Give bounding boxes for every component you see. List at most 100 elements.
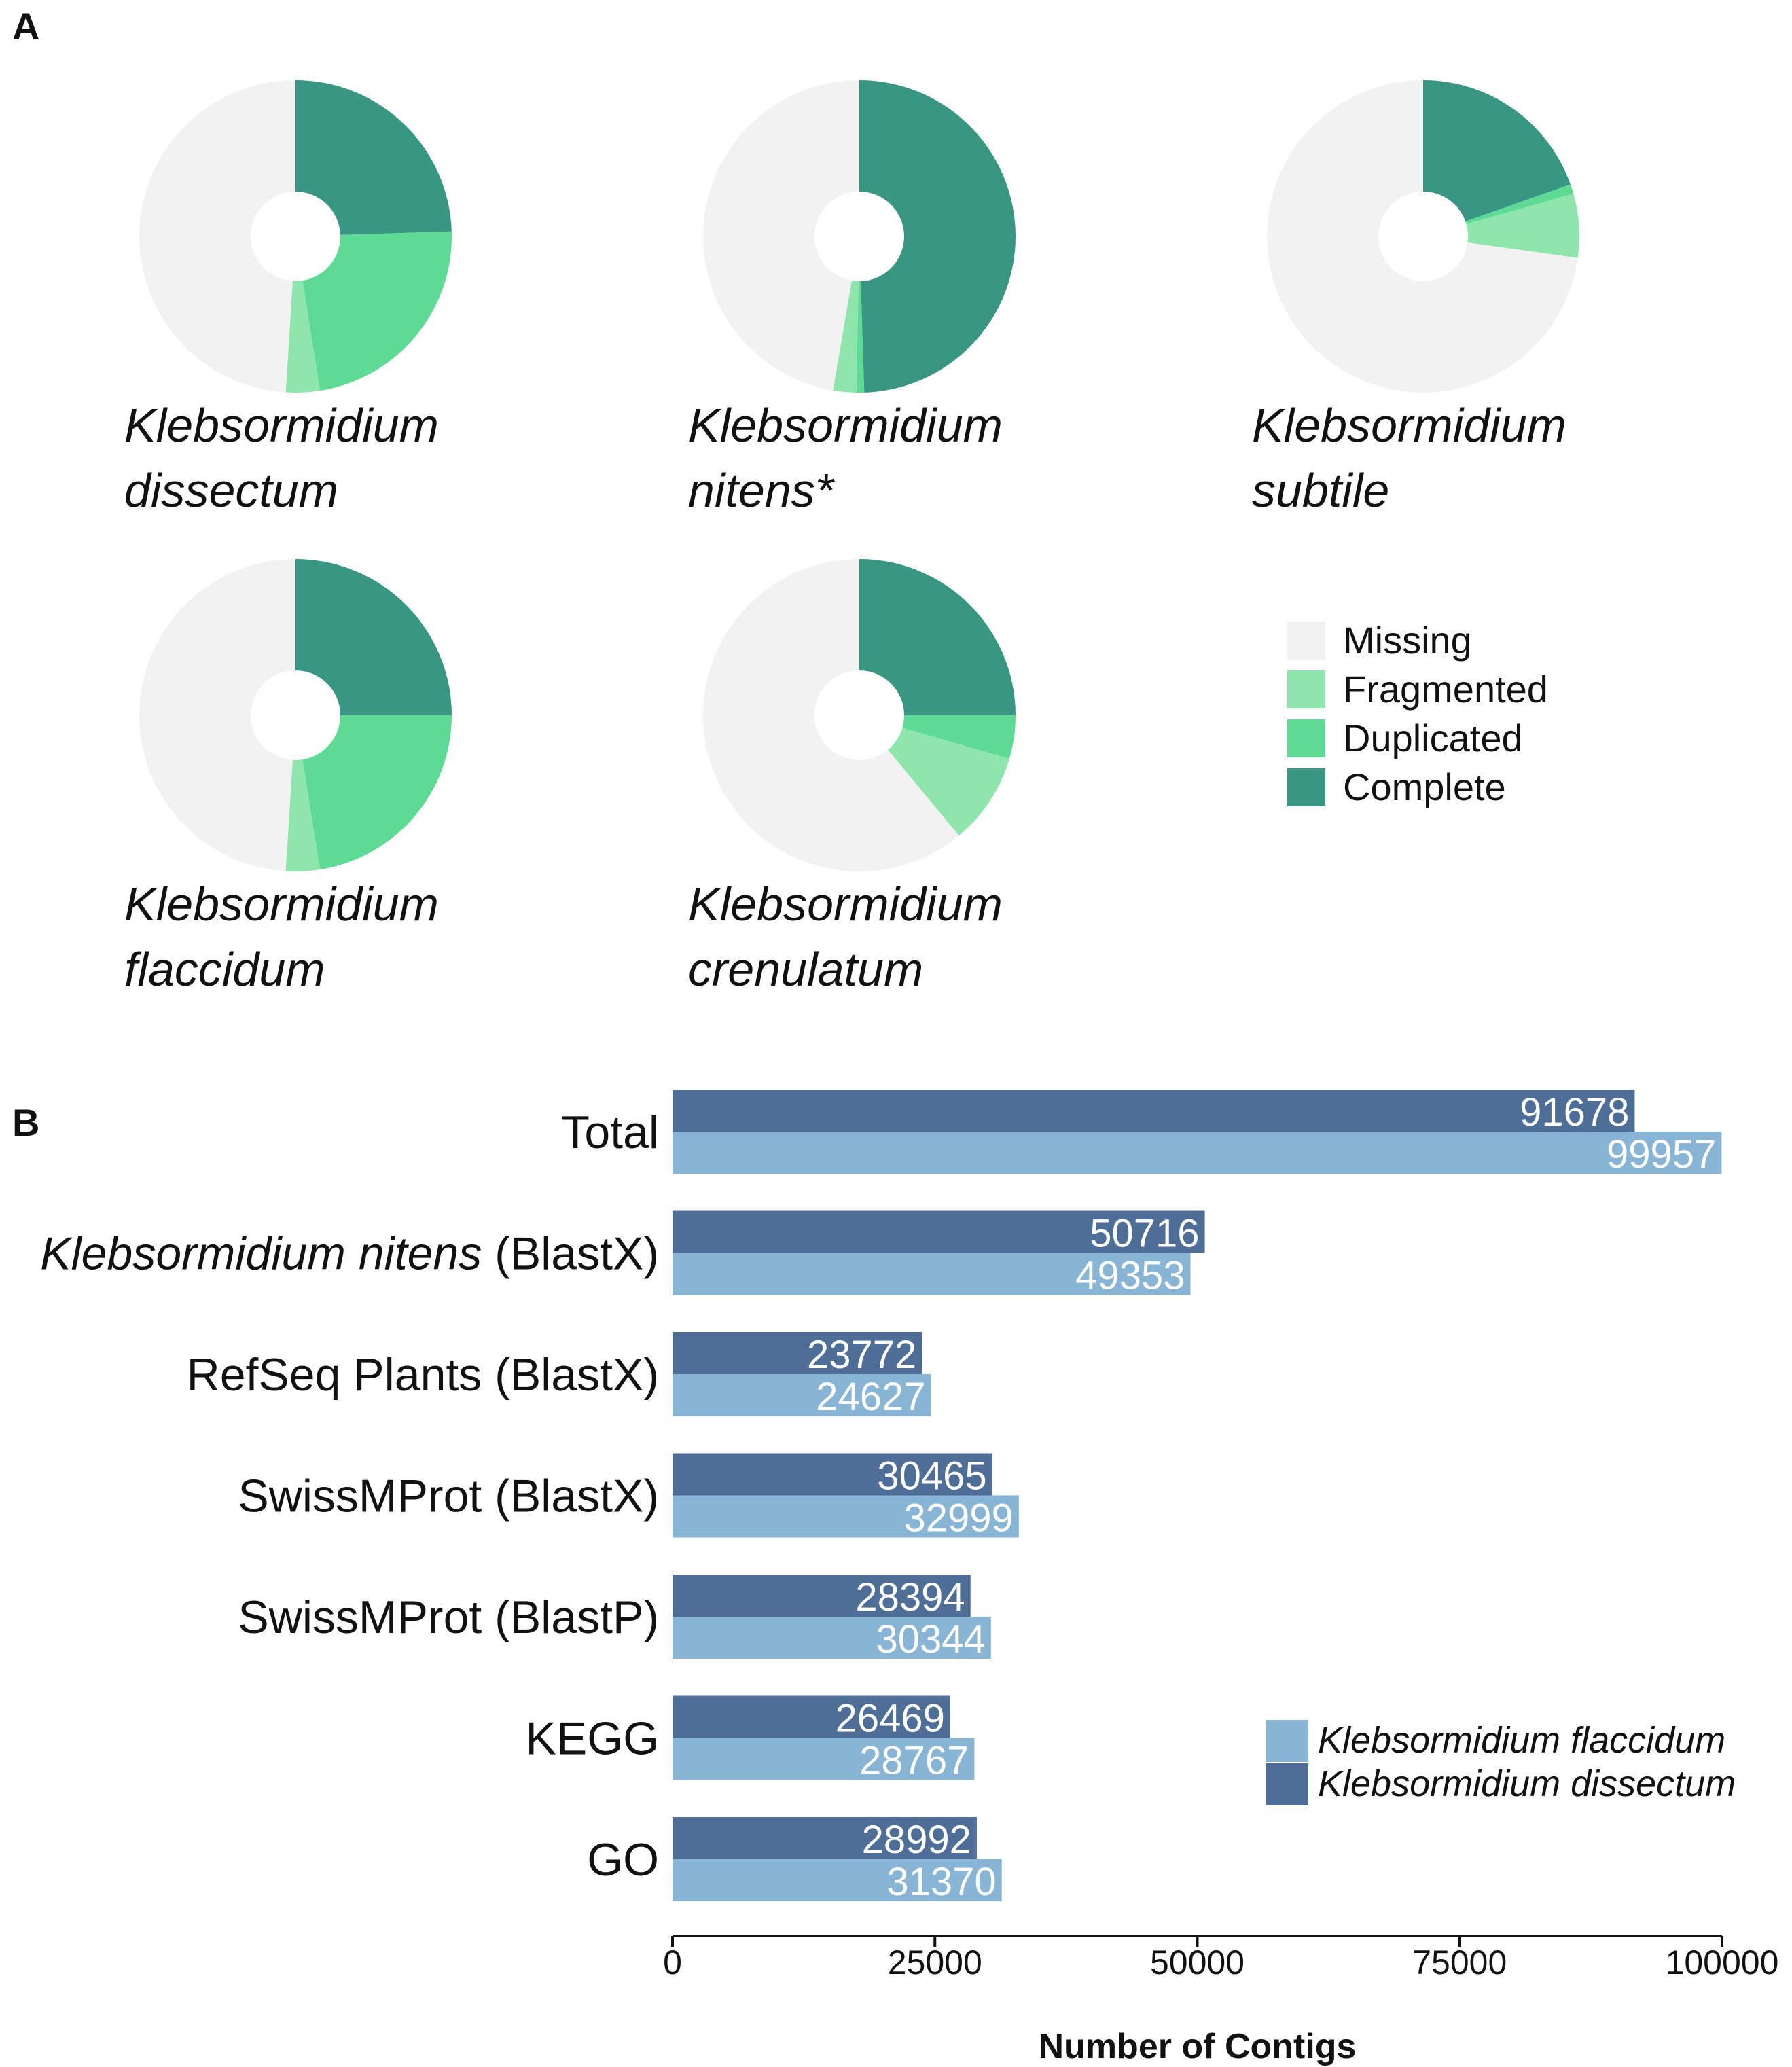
value-label: 32999 xyxy=(904,1496,1014,1541)
value-label: 49353 xyxy=(1075,1254,1185,1298)
panel-a-donut-charts: Klebsormidium dissectum Klebsormidium niten… xyxy=(124,80,1579,996)
category-label: Klebsormidium nitens (BlastX) xyxy=(40,1228,659,1280)
x-tick-label: 100000 xyxy=(1666,1943,1779,1981)
slice-complete xyxy=(1423,80,1571,222)
slice-complete xyxy=(295,80,452,235)
bar-klebsormidium-flaccidum xyxy=(673,1374,931,1416)
panel-b-label: B xyxy=(12,1101,39,1144)
legend-label-duplicated: Duplicated xyxy=(1343,717,1523,759)
category-label: SwissMProt (BlastX) xyxy=(238,1471,659,1522)
legend-label-missing: Missing xyxy=(1343,619,1472,662)
value-label: 23772 xyxy=(807,1333,916,1377)
slice-fragmented xyxy=(285,759,320,871)
value-label: 99957 xyxy=(1607,1132,1716,1176)
slice-duplicated xyxy=(1465,184,1574,224)
bar-klebsormidium-flaccidum xyxy=(673,1617,991,1659)
donut-crenulatum: Klebsormidium crenulatum xyxy=(688,559,1016,996)
bar-klebsormidium-dissectum xyxy=(673,1453,992,1496)
x-axis-title: Number of Contigs xyxy=(1039,2027,1357,2066)
slice-fragmented xyxy=(888,727,1009,836)
bar-klebsormidium-flaccidum xyxy=(673,1495,1019,1538)
value-label: 28992 xyxy=(862,1818,971,1862)
category-label: GO xyxy=(587,1834,659,1886)
slice-complete xyxy=(859,559,1016,715)
value-label: 91678 xyxy=(1520,1090,1629,1134)
slice-missing xyxy=(703,80,859,391)
bar-legend-swatch-klebsormidium-flaccidum xyxy=(1266,1720,1308,1762)
donut-flaccidum: Klebsormidium flaccidum xyxy=(124,558,452,996)
x-tick-label: 75000 xyxy=(1412,1943,1507,1981)
slice-missing xyxy=(139,80,295,393)
legend-label-fragmented: Fragmented xyxy=(1343,668,1548,711)
pie-legend: Missing Fragmented Duplicated Complete xyxy=(1287,619,1548,808)
bar-klebsormidium-flaccidum xyxy=(673,1253,1191,1295)
species-label-line1: Klebsormidium xyxy=(688,878,1003,931)
species-label-line2: crenulatum xyxy=(688,943,923,996)
bar-legend-label-klebsormidium-dissectum: Klebsormidium dissectum xyxy=(1318,1763,1736,1804)
donut-dissectum: Klebsormidium dissectum xyxy=(124,80,452,517)
legend-swatch-fragmented xyxy=(1287,670,1325,708)
bar-legend-swatch-klebsormidium-dissectum xyxy=(1266,1763,1308,1805)
bar-legend-label-klebsormidium-flaccidum: Klebsormidium flaccidum xyxy=(1318,1720,1725,1761)
slice-fragmented xyxy=(285,281,320,393)
value-label: 24627 xyxy=(816,1375,925,1419)
slice-duplicated xyxy=(856,281,865,393)
x-tick-label: 50000 xyxy=(1150,1943,1244,1981)
slice-fragmented xyxy=(833,281,859,393)
slice-complete xyxy=(295,559,452,715)
donut-subtile: Klebsormidium subtile xyxy=(1252,80,1579,517)
species-label-line1: Klebsormidium xyxy=(124,399,439,452)
value-label: 26469 xyxy=(836,1697,945,1741)
bar-klebsormidium-flaccidum xyxy=(673,1738,975,1780)
legend-swatch-complete xyxy=(1287,768,1325,806)
value-label: 28767 xyxy=(859,1739,969,1783)
species-label-line2: subtile xyxy=(1252,464,1389,517)
value-label: 30344 xyxy=(876,1617,986,1661)
value-label: 28394 xyxy=(855,1575,965,1619)
species-label-line2: flaccidum xyxy=(124,943,325,996)
value-label: 31370 xyxy=(886,1860,996,1904)
x-axis: 0 25000 50000 75000 100000 Number of Contigs xyxy=(663,1935,1779,2066)
category-label: SwissMProt (BlastP) xyxy=(238,1592,659,1643)
slice-duplicated xyxy=(302,231,452,391)
species-label-line2: dissectum xyxy=(124,464,338,517)
bar-klebsormidium-flaccidum xyxy=(673,1132,1722,1174)
slice-duplicated xyxy=(302,715,452,870)
species-label-line1: Klebsormidium xyxy=(688,399,1003,452)
value-label: 50716 xyxy=(1090,1212,1199,1256)
bar-klebsormidium-dissectum xyxy=(673,1695,950,1738)
value-label: 30465 xyxy=(877,1454,986,1498)
slice-complete xyxy=(859,80,1016,393)
legend-swatch-missing xyxy=(1287,622,1325,660)
slice-missing xyxy=(139,558,295,871)
donut-nitens: Klebsormidium nitens* xyxy=(688,80,1016,517)
category-label: KEGG xyxy=(526,1713,660,1765)
bar-klebsormidium-dissectum xyxy=(673,1575,971,1617)
category-label: Total xyxy=(561,1107,659,1158)
bar-klebsormidium-dissectum xyxy=(673,1090,1635,1132)
species-label-line1: Klebsormidium xyxy=(1252,399,1566,452)
legend-label-complete: Complete xyxy=(1343,766,1506,808)
x-tick-label: 0 xyxy=(663,1943,682,1981)
slice-duplicated xyxy=(902,715,1016,759)
bar-klebsormidium-flaccidum xyxy=(673,1859,1002,1901)
species-label-line1: Klebsormidium xyxy=(124,878,439,931)
panel-a-label: A xyxy=(12,5,39,48)
category-label: RefSeq Plants (BlastX) xyxy=(187,1349,659,1401)
bar-klebsormidium-dissectum xyxy=(673,1332,922,1374)
bar-klebsormidium-dissectum xyxy=(673,1817,977,1859)
slice-missing xyxy=(1267,80,1578,393)
slice-missing xyxy=(703,559,959,871)
slice-fragmented xyxy=(1466,194,1579,258)
x-tick-label: 25000 xyxy=(888,1943,982,1981)
species-label-line2: nitens* xyxy=(688,464,836,517)
